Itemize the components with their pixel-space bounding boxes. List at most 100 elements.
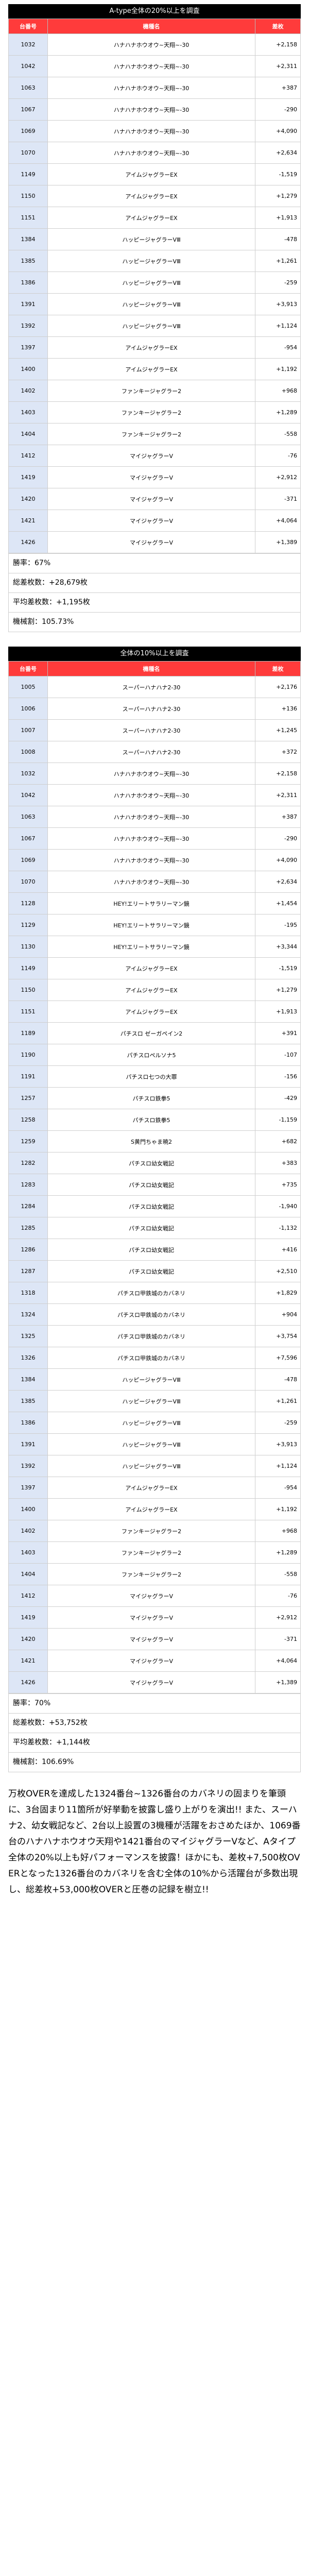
table-row: 1259 S黄門ちゃま暁2 +682 bbox=[8, 1130, 301, 1153]
table-row: 1032 ハナハナホウオウ~天翔~-30 +2,158 bbox=[8, 762, 301, 785]
difference-cell: +2,311 bbox=[255, 55, 301, 77]
model-name-cell: マイジャグラーV bbox=[47, 445, 255, 467]
machine-number-cell: 1067 bbox=[8, 98, 48, 121]
model-name-cell: ハッピージャグラーVⅢ bbox=[47, 250, 255, 272]
machine-number-cell: 1421 bbox=[8, 1650, 48, 1672]
machine-number-cell: 1400 bbox=[8, 358, 48, 380]
model-name-cell: パチスロ幼女戦記 bbox=[47, 1195, 255, 1217]
atype-section: A-type全体の20%以上を調査 台番号 機種名 差枚 1032 ハナハナホウオ… bbox=[8, 4, 301, 632]
machine-number-cell: 1070 bbox=[8, 871, 48, 893]
table-row: 1386 ハッピージャグラーVⅢ -259 bbox=[8, 272, 301, 294]
summary-line: 平均差枚数：+1,144枚 bbox=[9, 1733, 300, 1753]
table-row: 1402 ファンキージャグラー2 +968 bbox=[8, 380, 301, 402]
table-row: 1397 アイムジャグラーEX -954 bbox=[8, 336, 301, 359]
machine-number-cell: 1402 bbox=[8, 1520, 48, 1542]
model-name-cell: マイジャグラーV bbox=[47, 488, 255, 510]
table-row: 1403 ファンキージャグラー2 +1,289 bbox=[8, 1541, 301, 1564]
machine-number-cell: 1391 bbox=[8, 293, 48, 315]
model-name-cell: ハッピージャグラーVⅢ bbox=[47, 1390, 255, 1412]
model-name-cell: ハナハナホウオウ~天翔~-30 bbox=[47, 55, 255, 77]
model-name-cell: ハナハナホウオウ~天翔~-30 bbox=[47, 77, 255, 99]
difference-cell: -259 bbox=[255, 1412, 301, 1434]
table-header-row: 台番号 機種名 差枚 bbox=[8, 19, 301, 34]
atype-table: 台番号 機種名 差枚 1032 ハナハナホウオウ~天翔~-30 +2,158 1042… bbox=[8, 19, 301, 553]
machine-number-cell: 1384 bbox=[8, 1368, 48, 1391]
table-row: 1282 パチスロ幼女戦記 +383 bbox=[8, 1152, 301, 1174]
difference-cell: +1,289 bbox=[255, 401, 301, 423]
model-name-cell: アイムジャグラーEX bbox=[47, 358, 255, 380]
table-row: 1149 アイムジャグラーEX -1,519 bbox=[8, 163, 301, 185]
model-name-cell: アイムジャグラーEX bbox=[47, 336, 255, 359]
difference-cell: +1,913 bbox=[255, 1001, 301, 1023]
difference-cell: +1,389 bbox=[255, 531, 301, 553]
difference-cell: +4,090 bbox=[255, 849, 301, 871]
difference-cell: -478 bbox=[255, 1368, 301, 1391]
table-row: 1042 ハナハナホウオウ~天翔~-30 +2,311 bbox=[8, 55, 301, 77]
summary-line: 平均差枚数：+1,195枚 bbox=[9, 593, 300, 613]
table-row: 1400 アイムジャグラーEX +1,192 bbox=[8, 358, 301, 380]
model-name-cell: パチスロ幼女戦記 bbox=[47, 1174, 255, 1196]
difference-cell: +391 bbox=[255, 1022, 301, 1044]
machine-number-cell: 1419 bbox=[8, 466, 48, 488]
table-row: 1426 マイジャグラーV +1,389 bbox=[8, 531, 301, 553]
machine-number-cell: 1402 bbox=[8, 380, 48, 402]
difference-cell: +682 bbox=[255, 1130, 301, 1153]
model-name-cell: マイジャグラーV bbox=[47, 466, 255, 488]
machine-number-cell: 1420 bbox=[8, 488, 48, 510]
machine-number-cell: 1403 bbox=[8, 401, 48, 423]
table-row: 1421 マイジャグラーV +4,064 bbox=[8, 1650, 301, 1672]
machine-number-cell: 1150 bbox=[8, 185, 48, 207]
table-row: 1386 ハッピージャグラーVⅢ -259 bbox=[8, 1412, 301, 1434]
difference-cell: +1,192 bbox=[255, 1498, 301, 1520]
model-name-cell: マイジャグラーV bbox=[47, 510, 255, 532]
table-row: 1042 ハナハナホウオウ~天翔~-30 +2,311 bbox=[8, 784, 301, 806]
table-row: 1191 パチスロ七つの大罪 -156 bbox=[8, 1065, 301, 1088]
table-row: 1069 ハナハナホウオウ~天翔~-30 +4,090 bbox=[8, 849, 301, 871]
model-name-cell: マイジャグラーV bbox=[47, 1585, 255, 1607]
model-name-cell: ファンキージャグラー2 bbox=[47, 1541, 255, 1564]
table-row: 1258 パチスロ鉄拳5 -1,159 bbox=[8, 1109, 301, 1131]
table-row: 1284 パチスロ幼女戦記 -1,940 bbox=[8, 1195, 301, 1217]
model-name-cell: マイジャグラーV bbox=[47, 1671, 255, 1693]
header-difference: 差枚 bbox=[255, 19, 301, 34]
table-row: 1392 ハッピージャグラーVⅢ +1,124 bbox=[8, 315, 301, 337]
model-name-cell: アイムジャグラーEX bbox=[47, 1477, 255, 1499]
machine-number-cell: 1150 bbox=[8, 979, 48, 1001]
table-row: 1151 アイムジャグラーEX +1,913 bbox=[8, 207, 301, 229]
difference-cell: +3,913 bbox=[255, 293, 301, 315]
table-row: 1150 アイムジャグラーEX +1,279 bbox=[8, 979, 301, 1001]
difference-cell: -429 bbox=[255, 1087, 301, 1109]
difference-cell: +2,634 bbox=[255, 871, 301, 893]
machine-number-cell: 1285 bbox=[8, 1217, 48, 1239]
difference-cell: +2,510 bbox=[255, 1260, 301, 1282]
machine-number-cell: 1326 bbox=[8, 1347, 48, 1369]
model-name-cell: アイムジャグラーEX bbox=[47, 1498, 255, 1520]
difference-cell: +1,279 bbox=[255, 185, 301, 207]
table-row: 1006 スーパーハナハナ2-30 +136 bbox=[8, 698, 301, 720]
model-name-cell: ハッピージャグラーVⅢ bbox=[47, 228, 255, 250]
machine-number-cell: 1063 bbox=[8, 806, 48, 828]
machine-number-cell: 1032 bbox=[8, 33, 48, 56]
machine-number-cell: 1400 bbox=[8, 1498, 48, 1520]
model-name-cell: ファンキージャグラー2 bbox=[47, 1563, 255, 1585]
difference-cell: +1,279 bbox=[255, 979, 301, 1001]
model-name-cell: マイジャグラーV bbox=[47, 1606, 255, 1629]
model-name-cell: HEY!エリートサラリーマン鏡 bbox=[47, 892, 255, 914]
difference-cell: -558 bbox=[255, 423, 301, 445]
summary-line: 勝率：70% bbox=[9, 1694, 300, 1714]
model-name-cell: パチスロ幼女戦記 bbox=[47, 1239, 255, 1261]
table-row: 1384 ハッピージャグラーVⅢ -478 bbox=[8, 1368, 301, 1391]
model-name-cell: ハナハナホウオウ~天翔~-30 bbox=[47, 849, 255, 871]
table-row: 1391 ハッピージャグラーVⅢ +3,913 bbox=[8, 293, 301, 315]
model-name-cell: マイジャグラーV bbox=[47, 1628, 255, 1650]
table-row: 1412 マイジャグラーV -76 bbox=[8, 1585, 301, 1607]
comment-paragraph: 万枚OVERを達成した1324番台~1326番台のカバネリの固まりを筆頭に、3台… bbox=[8, 1789, 301, 1895]
difference-cell: +3,754 bbox=[255, 1325, 301, 1347]
difference-cell: +387 bbox=[255, 806, 301, 828]
model-name-cell: スーパーハナハナ2-30 bbox=[47, 719, 255, 741]
difference-cell: +735 bbox=[255, 1174, 301, 1196]
atype-table-body: 1032 ハナハナホウオウ~天翔~-30 +2,158 1042 ハナハナホウオウ~天翔… bbox=[8, 33, 301, 553]
table-row: 1063 ハナハナホウオウ~天翔~-30 +387 bbox=[8, 77, 301, 99]
machine-number-cell: 1385 bbox=[8, 250, 48, 272]
difference-cell: -259 bbox=[255, 272, 301, 294]
